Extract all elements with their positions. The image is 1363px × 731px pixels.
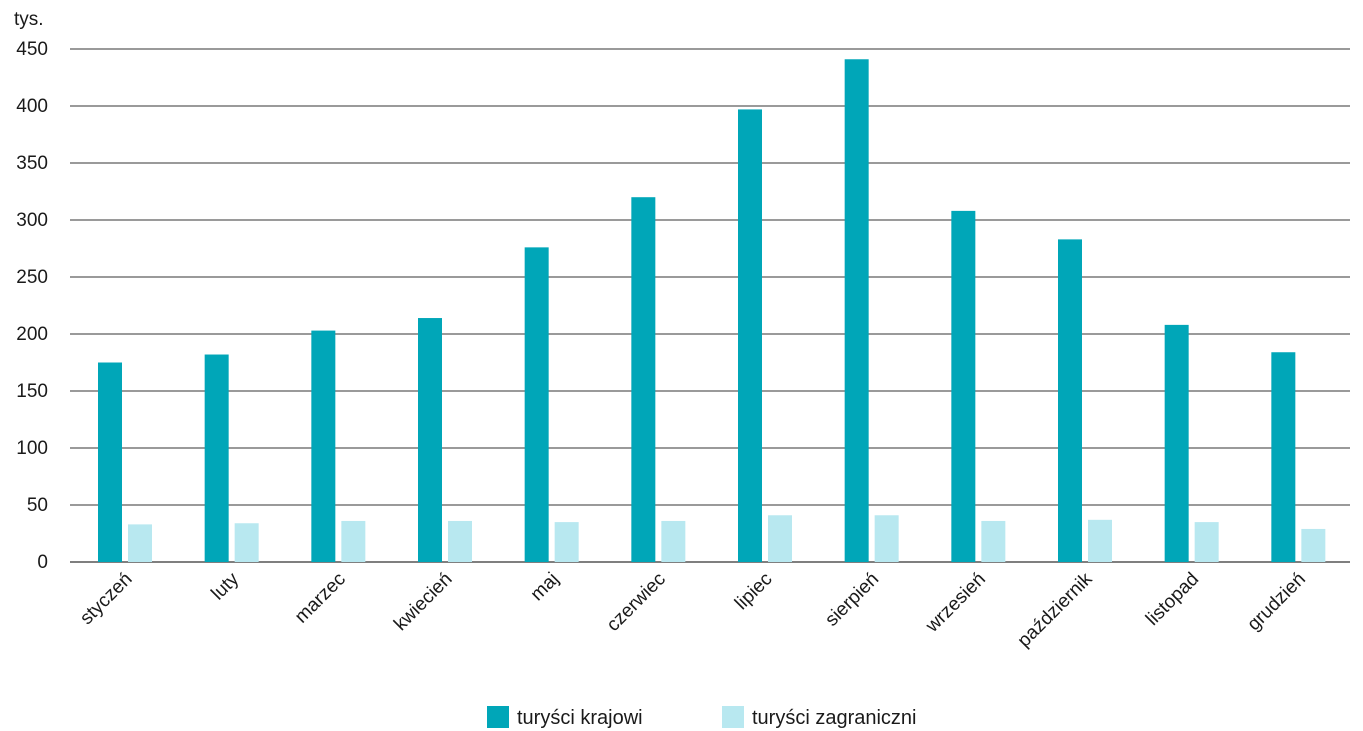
bar-zagraniczni-11 [1301, 528, 1326, 562]
y-tick-label-350: 350 [16, 153, 48, 174]
bar-zagraniczni-3 [448, 520, 472, 562]
bar-zagraniczni-7 [874, 515, 899, 562]
bar-zagraniczni-2 [341, 520, 366, 562]
y-tick-label-0: 0 [37, 552, 48, 573]
x-tick-label-3: kwiecień [390, 569, 456, 635]
x-tick-label-8: wrzesień [921, 569, 990, 638]
bar-krajowi-1 [204, 354, 229, 562]
x-tick-label-10: listopad [1142, 569, 1203, 630]
legend: turyści krajowi turyści zagraniczni [487, 706, 917, 729]
x-tick-label-9: październik [1014, 568, 1097, 651]
legend-swatch-turysci-krajowi [487, 706, 509, 728]
x-tick-label-0: styczeń [76, 569, 136, 629]
y-tick-label-450: 450 [16, 39, 48, 60]
y-tick-label-150: 150 [16, 381, 48, 402]
legend-swatch-turysci-zagraniczni [722, 706, 744, 728]
x-tick-label-11: grudzień [1243, 569, 1309, 635]
bar-zagraniczni-10 [1194, 522, 1219, 562]
y-tick-label-400: 400 [16, 96, 48, 117]
y-axis-ticks: 0 50 100 150 200 250 300 350 400 450 [16, 39, 48, 573]
bar-zagraniczni-6 [768, 515, 792, 562]
bar-krajowi-8 [951, 210, 976, 562]
bar-zagraniczni-1 [234, 523, 259, 562]
x-axis-labels: styczeń luty marzec kwiecień maj czerwiec lipi… [76, 568, 1310, 651]
bar-krajowi-3 [418, 318, 442, 562]
y-tick-label-300: 300 [16, 210, 48, 231]
bar-zagraniczni-5 [661, 520, 686, 562]
y-tick-label-50: 50 [27, 495, 48, 516]
bar-krajowi-10 [1164, 324, 1189, 562]
legend-label-turysci-zagraniczni: turyści zagraniczni [752, 707, 917, 729]
bar-krajowi-6 [738, 109, 762, 563]
bar-zagraniczni-4 [554, 522, 579, 562]
bar-krajowi-0 [98, 362, 122, 562]
bar-krajowi-7 [844, 59, 869, 562]
gridlines [70, 48, 1350, 563]
y-tick-label-200: 200 [16, 324, 48, 345]
bar-krajowi-4 [524, 247, 549, 563]
bar-krajowi-2 [311, 330, 336, 562]
x-tick-label-1: luty [207, 568, 243, 604]
bar-krajowi-5 [631, 197, 656, 562]
x-tick-label-2: marzec [291, 569, 350, 628]
bar-zagraniczni-9 [1088, 519, 1112, 562]
x-tick-label-7: sierpień [821, 569, 883, 631]
unit-label: tys. [14, 9, 44, 30]
x-tick-label-6: lipiec [731, 569, 776, 614]
bar-zagraniczni-8 [981, 520, 1006, 562]
legend-label-turysci-krajowi: turyści krajowi [517, 707, 643, 729]
bar-krajowi-9 [1058, 239, 1082, 562]
bar-krajowi-11 [1271, 352, 1296, 562]
y-tick-label-250: 250 [16, 267, 48, 288]
bar-zagraniczni-0 [128, 524, 152, 562]
x-tick-label-5: czerwiec [603, 569, 670, 636]
x-tick-label-4: maj [527, 569, 564, 606]
bars [98, 59, 1326, 563]
y-tick-label-100: 100 [16, 438, 48, 459]
